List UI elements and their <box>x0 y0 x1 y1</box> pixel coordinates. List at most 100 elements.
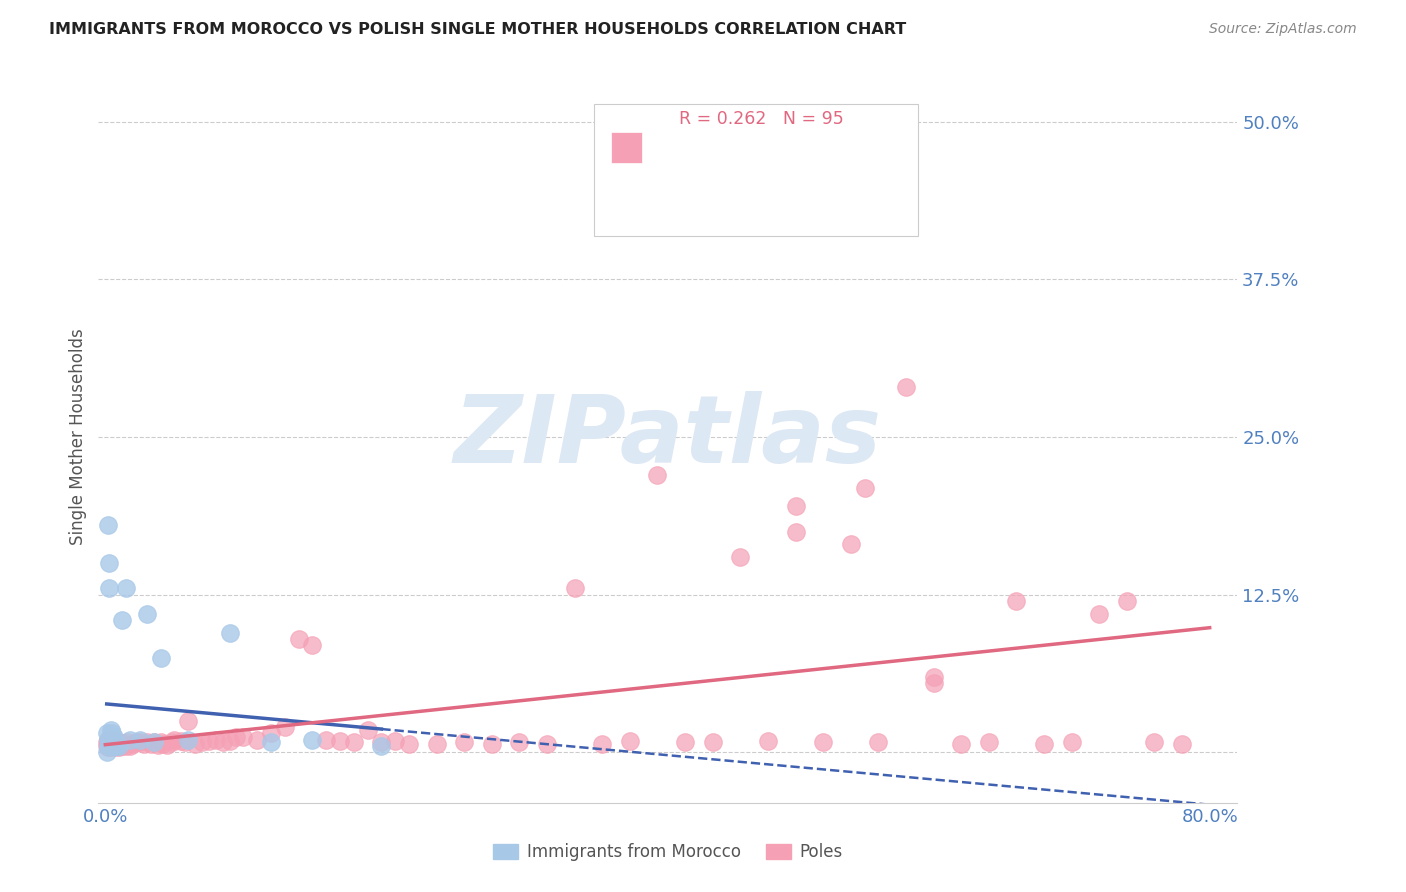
Point <box>481 737 503 751</box>
Point <box>174 735 197 749</box>
Point <box>96 735 118 749</box>
Point <box>100 735 122 749</box>
Point <box>868 735 890 749</box>
Point <box>105 739 128 753</box>
Point <box>730 549 752 564</box>
Point <box>922 670 945 684</box>
Point <box>103 738 125 752</box>
Point <box>97 737 120 751</box>
Point <box>177 732 200 747</box>
Point <box>96 726 118 740</box>
Point <box>96 739 118 753</box>
Point <box>108 739 131 753</box>
Point <box>184 737 207 751</box>
Point <box>97 740 120 755</box>
Point <box>811 735 834 749</box>
Point <box>104 735 127 749</box>
Point <box>370 735 392 749</box>
Point <box>132 737 155 751</box>
Point <box>103 737 125 751</box>
Point <box>301 638 323 652</box>
Point <box>98 735 121 749</box>
Bar <box>593 104 918 235</box>
Point <box>536 737 558 751</box>
Point <box>135 735 157 749</box>
Point <box>177 714 200 728</box>
Point <box>591 737 613 751</box>
Point <box>673 735 696 749</box>
Point <box>100 739 122 753</box>
Point <box>101 726 124 740</box>
Point <box>101 740 124 755</box>
Point <box>120 739 142 753</box>
Point <box>508 735 530 749</box>
Point <box>647 467 669 482</box>
Point <box>111 613 134 627</box>
Point <box>139 737 162 751</box>
Point <box>191 735 214 749</box>
Point <box>105 739 128 753</box>
Point <box>111 739 134 753</box>
Point <box>98 740 121 755</box>
Point <box>619 734 641 748</box>
Point <box>315 732 337 747</box>
Point <box>97 518 120 533</box>
Point <box>370 739 392 753</box>
Point <box>101 738 124 752</box>
Text: ZIPatlas: ZIPatlas <box>454 391 882 483</box>
Point <box>98 556 121 570</box>
Point <box>785 500 807 514</box>
Point <box>128 735 150 749</box>
Point <box>152 737 174 751</box>
Point <box>398 737 420 751</box>
Point <box>839 537 862 551</box>
Point <box>218 734 240 748</box>
Point <box>218 625 240 640</box>
Point <box>149 650 172 665</box>
Point <box>1088 607 1111 621</box>
Point <box>225 730 247 744</box>
Point <box>142 735 165 749</box>
Point <box>160 735 183 749</box>
Point <box>246 732 269 747</box>
Point <box>100 732 122 747</box>
Point <box>301 732 323 747</box>
Point <box>103 739 125 753</box>
Point <box>1171 737 1194 751</box>
Point <box>104 735 127 749</box>
Point <box>96 745 118 759</box>
Text: R = 0.262   N = 95: R = 0.262 N = 95 <box>679 110 844 128</box>
Text: IMMIGRANTS FROM MOROCCO VS POLISH SINGLE MOTHER HOUSEHOLDS CORRELATION CHART: IMMIGRANTS FROM MOROCCO VS POLISH SINGLE… <box>49 22 907 37</box>
Point <box>756 734 779 748</box>
Point <box>97 739 120 753</box>
Point <box>702 735 724 749</box>
Point <box>564 582 586 596</box>
Point <box>204 732 226 747</box>
Point <box>260 726 283 740</box>
Point <box>98 732 121 747</box>
Point <box>112 737 135 751</box>
Point <box>922 676 945 690</box>
Point <box>98 739 121 753</box>
Point <box>98 582 121 596</box>
Point <box>977 735 1000 749</box>
Point <box>103 730 125 744</box>
Point <box>108 735 131 749</box>
Point <box>100 723 122 737</box>
Legend: Immigrants from Morocco, Poles: Immigrants from Morocco, Poles <box>486 837 849 868</box>
Point <box>149 735 172 749</box>
Point <box>108 740 131 755</box>
Point <box>107 739 129 753</box>
Point <box>1060 735 1083 749</box>
Point <box>287 632 309 646</box>
Point <box>853 481 876 495</box>
Point <box>426 737 449 751</box>
Point <box>950 737 973 751</box>
Y-axis label: Single Mother Households: Single Mother Households <box>69 329 87 545</box>
Point <box>274 720 297 734</box>
Point <box>260 735 283 749</box>
Point <box>198 734 221 748</box>
Point <box>135 607 157 621</box>
Point <box>1143 735 1166 749</box>
Text: Source: ZipAtlas.com: Source: ZipAtlas.com <box>1209 22 1357 37</box>
